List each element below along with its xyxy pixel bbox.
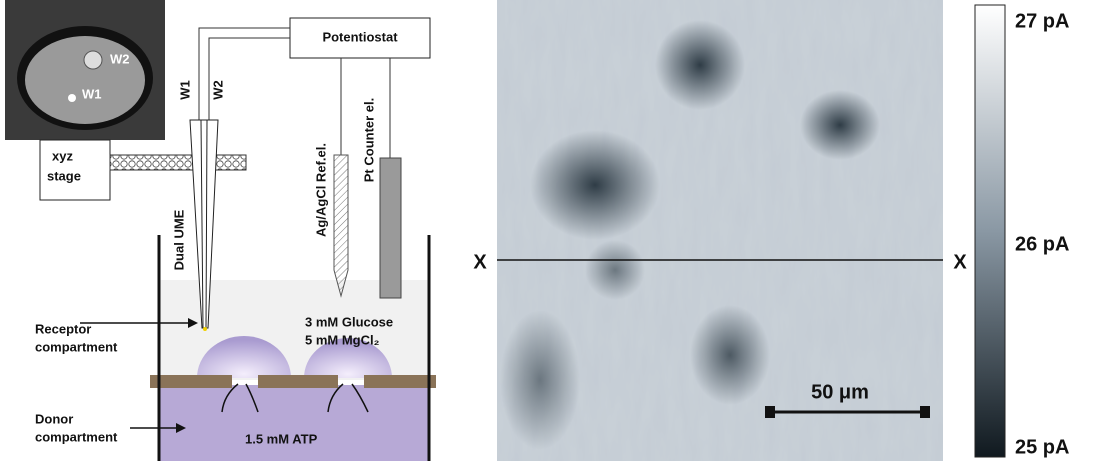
w2-spot	[84, 51, 102, 69]
solution-label: 3 mM Glucose	[305, 314, 393, 329]
counter-electrode	[380, 158, 401, 298]
spot	[585, 240, 645, 300]
w1-spot	[68, 94, 76, 102]
donor-label: compartment	[35, 429, 118, 444]
colorbar-label: 25 pA	[1015, 436, 1069, 458]
wire	[209, 38, 290, 120]
colorbar	[975, 5, 1005, 457]
reference-electrode	[334, 155, 348, 296]
membrane-part	[258, 375, 338, 388]
electrode-label: W1	[177, 80, 192, 100]
photo-label: W1	[82, 86, 102, 101]
spot	[655, 20, 745, 110]
membrane	[150, 375, 436, 388]
electrode-label: W2	[210, 80, 225, 100]
membrane-part	[150, 375, 232, 388]
colorbar-label: 26 pA	[1015, 233, 1069, 255]
spot	[500, 310, 580, 450]
scale-label: 50 μm	[811, 381, 869, 403]
receptor-label: compartment	[35, 339, 118, 354]
photo-label: W2	[110, 51, 130, 66]
scale-end	[765, 406, 775, 418]
dual-ume-label: Dual UME	[171, 209, 186, 270]
counter-label: Pt Counter el.	[361, 98, 376, 183]
wire	[199, 28, 290, 120]
stage-label: xyz	[52, 148, 73, 163]
donor-label: Donor	[35, 411, 73, 426]
potentiostat-label: Potentiostat	[322, 29, 398, 44]
solution-label: 5 mM MgCl₂	[305, 332, 380, 347]
spot	[690, 305, 770, 405]
reference-label: Ag/AgCl Ref.el.	[313, 143, 328, 237]
line-label: X	[473, 251, 487, 273]
stage-label: stage	[47, 168, 81, 183]
ume-tip	[203, 327, 207, 331]
spot	[530, 130, 660, 240]
droplet-inner	[25, 36, 145, 124]
colorbar-label: 27 pA	[1015, 10, 1069, 32]
arm	[110, 155, 246, 170]
spot	[800, 90, 880, 160]
scale-end	[920, 406, 930, 418]
solution-label: 1.5 mM ATP	[245, 431, 318, 446]
figure: W2 W1 xyz stage Potentiostat W1 W2 Dual …	[0, 0, 1096, 461]
membrane-part	[364, 375, 436, 388]
line-label: X	[953, 251, 967, 273]
donor-solution	[159, 385, 429, 461]
